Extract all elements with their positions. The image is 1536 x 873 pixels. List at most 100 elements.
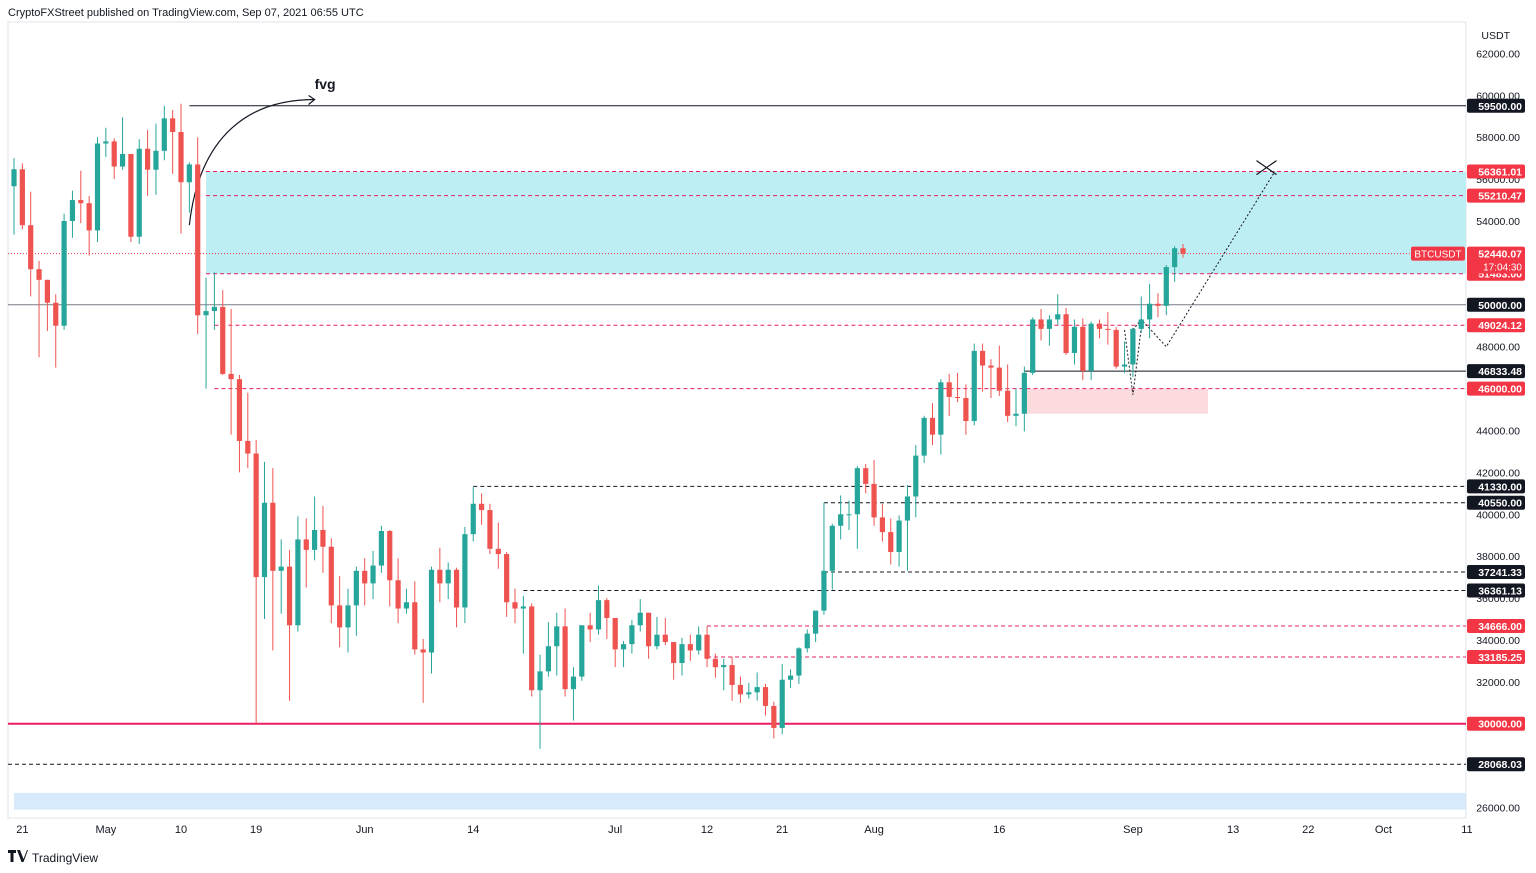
candle[interactable] <box>929 403 936 446</box>
candle[interactable] <box>612 617 618 668</box>
candle[interactable] <box>370 550 376 600</box>
candle[interactable] <box>412 581 418 655</box>
candle[interactable] <box>437 547 443 603</box>
candle[interactable] <box>971 343 977 426</box>
candle[interactable] <box>554 612 560 676</box>
candle[interactable] <box>737 676 744 703</box>
candle[interactable] <box>211 272 217 330</box>
candle[interactable] <box>203 277 209 389</box>
candle[interactable] <box>846 500 852 530</box>
candle[interactable] <box>904 484 911 571</box>
candle[interactable] <box>863 463 869 494</box>
candle[interactable] <box>1063 307 1069 356</box>
candle[interactable] <box>495 522 501 569</box>
candle[interactable] <box>253 439 259 724</box>
candle[interactable] <box>345 588 351 653</box>
candle[interactable] <box>178 103 184 234</box>
candle[interactable] <box>679 637 685 676</box>
candle[interactable] <box>595 585 602 635</box>
candle[interactable] <box>762 683 769 716</box>
candle[interactable] <box>462 526 468 624</box>
candle[interactable] <box>195 137 201 335</box>
candle[interactable] <box>988 359 994 399</box>
candle[interactable] <box>1046 315 1052 346</box>
candle[interactable] <box>1163 264 1169 316</box>
candle[interactable] <box>1038 308 1044 341</box>
candle[interactable] <box>754 672 760 701</box>
candle[interactable] <box>161 105 167 161</box>
candle[interactable] <box>111 138 117 180</box>
candle[interactable] <box>1138 296 1144 334</box>
candle[interactable] <box>879 503 885 542</box>
price-tag-46000.00[interactable]: 46000.00 <box>1467 381 1525 396</box>
candle[interactable] <box>662 617 668 646</box>
candle[interactable] <box>94 137 101 242</box>
candle[interactable] <box>28 191 34 297</box>
candle[interactable] <box>487 503 493 555</box>
candle[interactable] <box>545 622 551 677</box>
price-tag-33185.25[interactable]: 33185.25 <box>1467 650 1525 665</box>
candle[interactable] <box>813 610 819 643</box>
candle[interactable] <box>1180 244 1186 258</box>
candle[interactable] <box>946 373 952 416</box>
candle[interactable] <box>1080 318 1086 381</box>
tradingview-footer[interactable]: TradingView <box>8 850 98 865</box>
candle[interactable] <box>654 616 660 650</box>
candle[interactable] <box>796 647 802 684</box>
candle[interactable] <box>637 599 643 632</box>
candle[interactable] <box>1155 293 1161 318</box>
candle[interactable] <box>86 195 92 256</box>
candle[interactable] <box>1130 327 1136 378</box>
candle[interactable] <box>1030 317 1036 375</box>
candle[interactable] <box>587 612 593 643</box>
candle[interactable] <box>261 461 268 619</box>
candle[interactable] <box>838 495 844 540</box>
candle[interactable] <box>938 379 944 455</box>
candle[interactable] <box>453 567 460 628</box>
candle[interactable] <box>53 294 59 368</box>
candle[interactable] <box>103 127 109 158</box>
candle[interactable] <box>829 523 835 590</box>
candle[interactable] <box>854 466 860 549</box>
candle[interactable] <box>69 190 76 238</box>
candle[interactable] <box>996 345 1002 396</box>
candle[interactable] <box>403 588 410 614</box>
candle[interactable] <box>570 667 577 721</box>
candle[interactable] <box>1021 366 1027 432</box>
candle[interactable] <box>270 468 276 651</box>
candle[interactable] <box>245 392 251 469</box>
price-tag-56361.01[interactable]: 56361.01 <box>1467 164 1525 179</box>
candle[interactable] <box>1105 312 1111 345</box>
candle[interactable] <box>445 562 451 600</box>
candle[interactable] <box>913 445 919 518</box>
candle[interactable] <box>871 459 877 526</box>
candle[interactable] <box>153 123 159 195</box>
candle[interactable] <box>119 117 126 170</box>
candle[interactable] <box>896 515 902 567</box>
candle[interactable] <box>646 612 652 659</box>
candle[interactable] <box>1055 294 1061 325</box>
candle[interactable] <box>36 260 42 358</box>
candle[interactable] <box>228 308 234 435</box>
price-tag-46833.48[interactable]: 46833.48 <box>1467 364 1525 379</box>
candle[interactable] <box>512 588 518 624</box>
candle[interactable] <box>537 654 543 749</box>
candle[interactable] <box>620 640 627 668</box>
candle[interactable] <box>746 682 752 699</box>
candle[interactable] <box>337 576 343 648</box>
candle[interactable] <box>128 153 134 242</box>
candle[interactable] <box>671 642 677 680</box>
candle[interactable] <box>504 551 510 617</box>
candle[interactable] <box>186 162 192 213</box>
candle[interactable] <box>1113 326 1119 369</box>
candle[interactable] <box>771 701 777 739</box>
candle[interactable] <box>804 629 810 653</box>
candle[interactable] <box>921 415 927 463</box>
candle[interactable] <box>604 598 610 639</box>
candle[interactable] <box>529 603 535 697</box>
candle[interactable] <box>821 502 827 615</box>
candle[interactable] <box>61 213 67 330</box>
candle[interactable] <box>712 653 718 678</box>
candle[interactable] <box>1071 319 1078 365</box>
candle[interactable] <box>1096 319 1103 339</box>
